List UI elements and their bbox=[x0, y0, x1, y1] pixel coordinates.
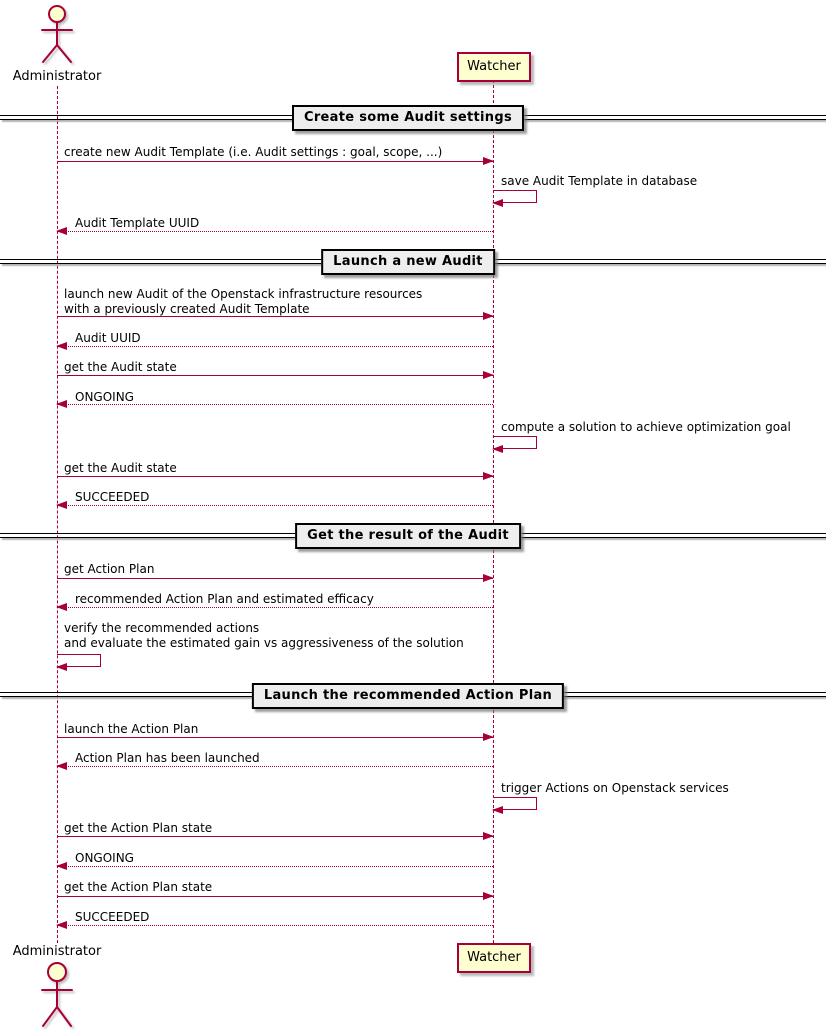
message-arrow bbox=[56, 921, 493, 929]
self-message-loop bbox=[492, 797, 537, 814]
message-label: compute a solution to achieve optimizati… bbox=[501, 420, 791, 434]
message-label: Audit UUID bbox=[75, 331, 141, 345]
self-message-loop bbox=[492, 436, 537, 453]
message-arrow bbox=[57, 733, 494, 741]
message-label: Audit Template UUID bbox=[75, 216, 200, 230]
message-arrow bbox=[57, 157, 494, 165]
participant-label-administrator-bottom: Administrator bbox=[12, 944, 102, 959]
participant-box-watcher-top: Watcher bbox=[457, 52, 531, 82]
message-label: recommended Action Plan and estimated ef… bbox=[75, 592, 374, 606]
message-label: SUCCEEDED bbox=[75, 490, 150, 504]
message-label: trigger Actions on Openstack services bbox=[501, 781, 729, 795]
message-arrow bbox=[57, 472, 494, 480]
actor-icon bbox=[41, 962, 73, 1027]
message-arrow bbox=[56, 342, 493, 350]
message-label: launch new Audit of the Openstack infras… bbox=[64, 287, 423, 316]
message-label: ONGOING bbox=[75, 390, 134, 404]
message-label: get the Action Plan state bbox=[64, 821, 213, 835]
section-divider: Get the result of the Audit bbox=[295, 523, 521, 549]
message-arrow bbox=[57, 574, 494, 582]
participant-label-administrator-top: Administrator bbox=[12, 69, 102, 84]
section-divider: Create some Audit settings bbox=[291, 105, 525, 131]
participant-box-watcher-bottom: Watcher bbox=[457, 943, 531, 973]
message-arrow bbox=[57, 832, 494, 840]
message-label: get the Action Plan state bbox=[64, 880, 213, 894]
message-arrow bbox=[57, 312, 494, 320]
message-arrow bbox=[56, 603, 493, 611]
message-label: Action Plan has been launched bbox=[75, 751, 260, 765]
message-arrow bbox=[57, 892, 494, 900]
lifeline-watcher bbox=[493, 80, 494, 943]
message-label: get Action Plan bbox=[64, 562, 155, 576]
message-label: create new Audit Template (i.e. Audit se… bbox=[64, 145, 443, 159]
message-label: save Audit Template in database bbox=[501, 174, 698, 188]
message-arrow bbox=[56, 501, 493, 509]
message-arrow bbox=[56, 862, 493, 870]
message-label: get the Audit state bbox=[64, 461, 177, 475]
message-arrow bbox=[56, 400, 493, 408]
message-label: ONGOING bbox=[75, 851, 134, 865]
message-arrow bbox=[56, 762, 493, 770]
message-arrow bbox=[57, 371, 494, 379]
message-label: verify the recommended actions and evalu… bbox=[64, 621, 464, 650]
self-message-loop bbox=[56, 654, 101, 671]
message-label: SUCCEEDED bbox=[75, 910, 150, 924]
self-message-loop bbox=[492, 190, 537, 207]
section-divider: Launch a new Audit bbox=[321, 249, 495, 275]
actor-icon bbox=[41, 5, 73, 63]
message-label: launch the Action Plan bbox=[64, 722, 199, 736]
message-label: get the Audit state bbox=[64, 360, 177, 374]
section-divider: Launch the recommended Action Plan bbox=[251, 683, 565, 709]
lifeline-administrator bbox=[57, 86, 58, 943]
message-arrow bbox=[56, 227, 493, 235]
